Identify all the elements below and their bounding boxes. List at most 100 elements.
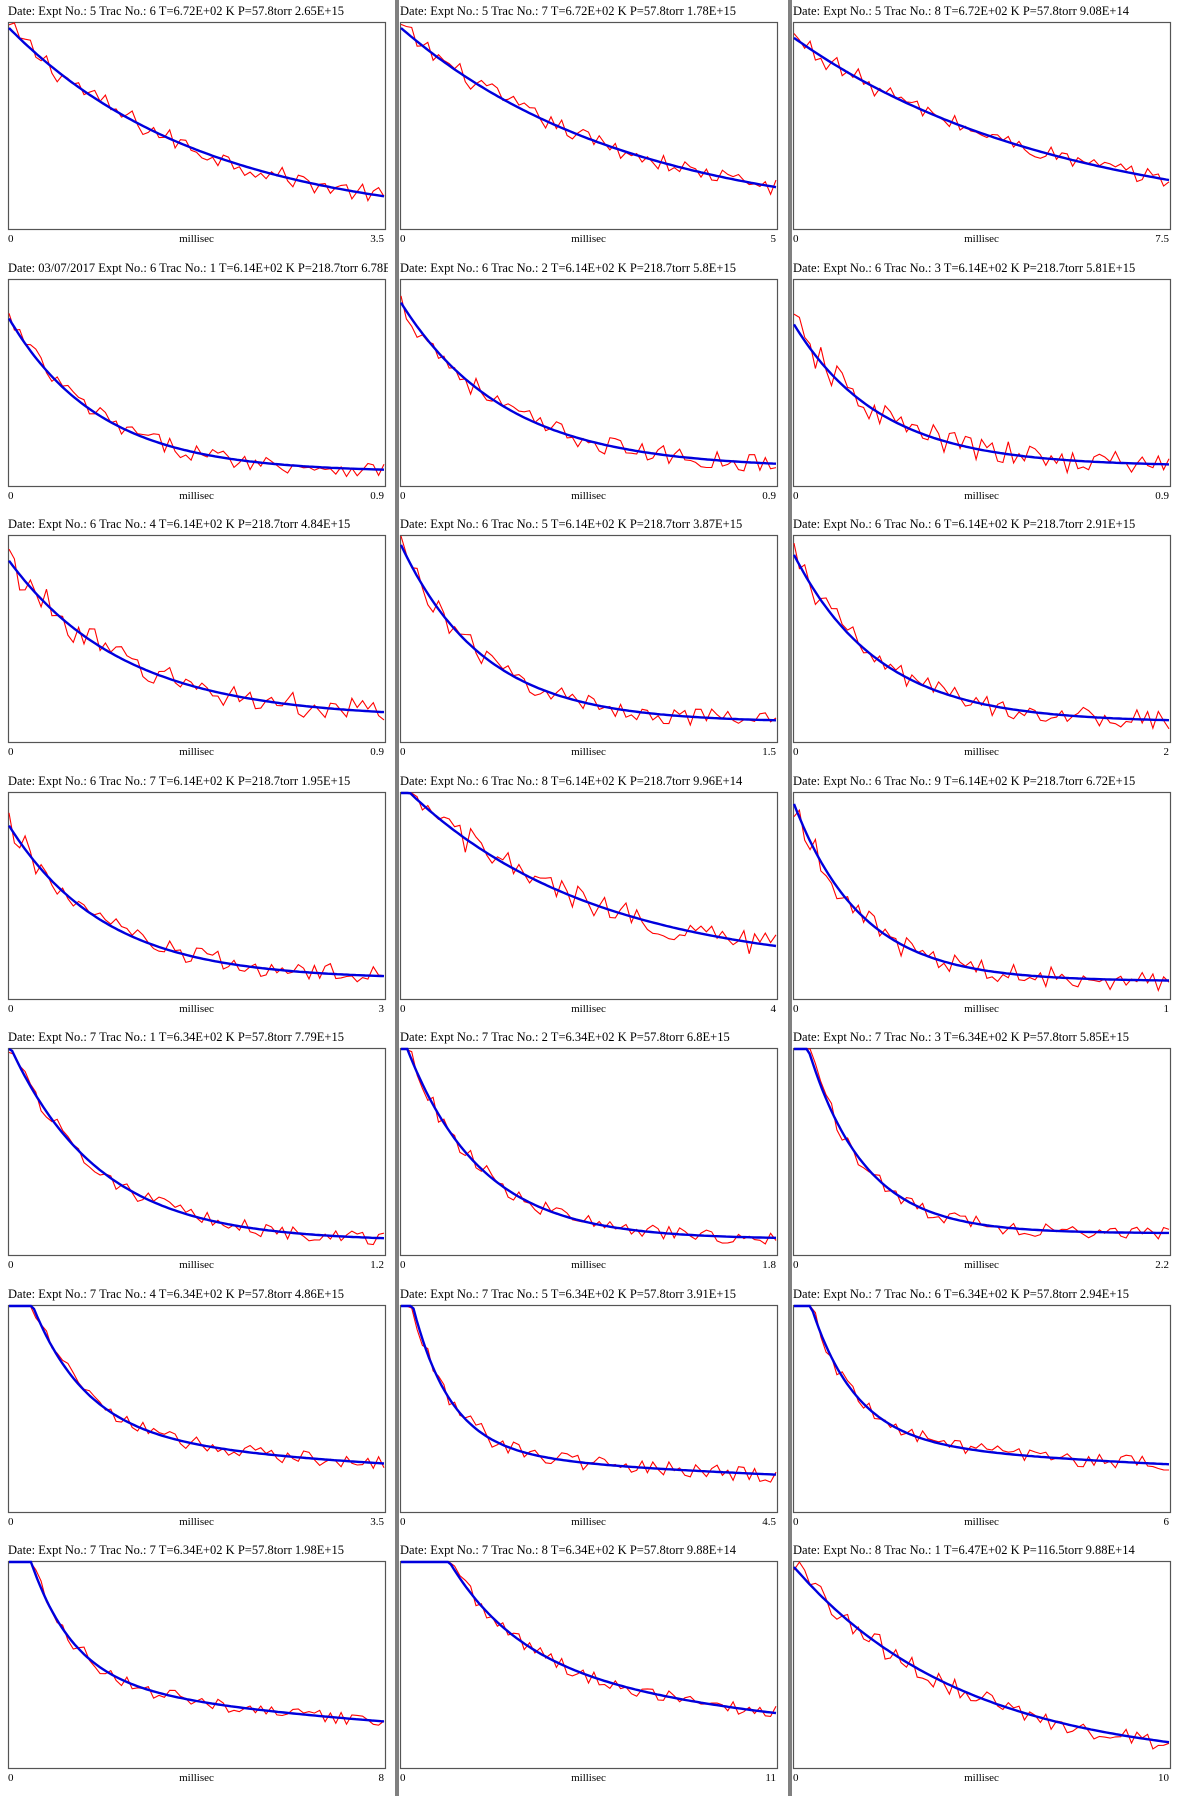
trace-title: Date: Expt No.: 5 Trac No.: 8 T=6.72E+02… [793, 4, 1129, 18]
fit-curve [792, 554, 1170, 722]
trace-chart: 0 11 millisec [399, 1560, 779, 1784]
plot-frame [399, 1047, 779, 1257]
trace-chart: 0 4.5 millisec [399, 1304, 779, 1528]
x-axis-label: millisec [964, 490, 999, 502]
x-tick-label: 0 [8, 233, 14, 245]
x-tick-label: 0 [793, 1516, 799, 1528]
trace-panel: Date: Expt No.: 6 Trac No.: 8 T=6.14E+02… [392, 770, 784, 1027]
x-tick-label: 4 [771, 1003, 777, 1015]
trace-title: Date: Expt No.: 7 Trac No.: 7 T=6.34E+02… [8, 1543, 344, 1557]
fit-curve [8, 27, 385, 198]
trace-panel: Date: Expt No.: 7 Trac No.: 3 T=6.34E+02… [785, 1026, 1177, 1283]
x-axis-label: millisec [571, 1259, 606, 1271]
trace-panel: Date: Expt No.: 5 Trac No.: 8 T=6.72E+02… [785, 0, 1177, 257]
signal-trace [8, 548, 385, 721]
x-axis-label: millisec [571, 1516, 606, 1528]
x-axis-label: millisec [964, 1259, 999, 1271]
fit-curve [8, 1047, 385, 1240]
trace-chart: 0 6 millisec [792, 1304, 1172, 1528]
x-axis-label: millisec [571, 746, 606, 758]
trace-title: Date: Expt No.: 6 Trac No.: 3 T=6.14E+02… [793, 260, 1136, 275]
plot-frame [399, 278, 779, 487]
fit-curve [792, 802, 1169, 982]
trace-title: Date: Expt No.: 7 Trac No.: 2 T=6.34E+02… [400, 1030, 730, 1044]
trace-chart: 0 1 millisec [792, 791, 1172, 1015]
x-tick-label: 0 [793, 1003, 799, 1015]
x-axis-label: millisec [964, 1516, 999, 1528]
plot-frame [7, 21, 387, 231]
trace-title: Date: Expt No.: 7 Trac No.: 3 T=6.34E+02… [793, 1030, 1129, 1044]
trace-chart: 0 4 millisec [399, 791, 779, 1015]
x-axis-label: millisec [571, 1772, 606, 1784]
trace-chart: 0 1.5 millisec [399, 534, 779, 758]
trace-panel: Date: Expt No.: 8 Trac No.: 1 T=6.47E+02… [785, 1539, 1177, 1796]
x-axis-label: millisec [964, 233, 999, 245]
x-axis-label: millisec [179, 490, 214, 502]
plot-frame [399, 534, 779, 744]
x-tick-label: 8 [379, 1772, 385, 1784]
fit-curve [7, 317, 385, 471]
trace-title: Date: Expt No.: 7 Trac No.: 8 T=6.34E+02… [400, 1543, 736, 1557]
fit-curve [793, 1566, 1170, 1744]
trace-chart: 0 2.2 millisec [792, 1047, 1172, 1271]
fit-curve [400, 27, 777, 189]
plot-frame [792, 1304, 1172, 1513]
x-tick-label: 1 [1164, 1003, 1170, 1015]
plot-frame [7, 534, 387, 744]
x-axis-label: millisec [571, 233, 606, 245]
signal-trace [793, 313, 1170, 475]
trace-chart: 0 0.9 millisec [792, 278, 1172, 502]
trace-chart: 0 10 millisec [792, 1560, 1172, 1784]
x-tick-label: 10 [1158, 1772, 1170, 1784]
fit-curve [8, 559, 385, 714]
x-tick-label: 0 [400, 1516, 406, 1528]
trace-panel: Date: Expt No.: 7 Trac No.: 4 T=6.34E+02… [0, 1283, 392, 1540]
x-tick-label: 3 [379, 1003, 385, 1015]
trace-title: Date: Expt No.: 7 Trac No.: 4 T=6.34E+02… [8, 1286, 344, 1301]
x-tick-label: 0 [400, 1003, 406, 1015]
x-axis-label: millisec [571, 490, 606, 502]
x-tick-label: 7.5 [1155, 233, 1169, 245]
x-tick-label: 0 [8, 1003, 14, 1015]
trace-chart: 0 3 millisec [7, 791, 387, 1015]
fit-curve [401, 1304, 777, 1476]
trace-title: Date: Expt No.: 5 Trac No.: 6 T=6.72E+02… [8, 4, 344, 18]
signal-trace [793, 33, 1170, 187]
plot-frame [792, 278, 1172, 487]
trace-chart: 0 5 millisec [399, 21, 779, 245]
x-tick-label: 0 [8, 1772, 14, 1784]
plot-frame [399, 1304, 779, 1513]
trace-title: Date: Expt No.: 6 Trac No.: 5 T=6.14E+02… [400, 517, 743, 531]
fit-curve [401, 791, 777, 947]
trace-panel: Date: Expt No.: 6 Trac No.: 4 T=6.14E+02… [0, 513, 392, 770]
x-tick-label: 0.9 [370, 746, 384, 758]
trace-panel: Date: Expt No.: 6 Trac No.: 6 T=6.14E+02… [785, 513, 1177, 770]
x-axis-label: millisec [179, 1259, 214, 1271]
x-tick-label: 1.8 [762, 1259, 776, 1271]
fit-curve [793, 36, 1170, 182]
x-tick-label: 0 [8, 490, 14, 502]
trace-chart: 0 1.2 millisec [7, 1047, 387, 1271]
trace-chart: 0 8 millisec [7, 1560, 387, 1784]
fit-curve [792, 323, 1170, 466]
trace-panel: Date: Expt No.: 7 Trac No.: 7 T=6.34E+02… [0, 1539, 392, 1796]
column-separator [788, 0, 792, 1796]
x-tick-label: 0 [793, 490, 799, 502]
x-tick-label: 5 [771, 233, 777, 245]
signal-trace [401, 791, 777, 954]
x-tick-label: 0 [8, 1516, 14, 1528]
plot-frame [399, 791, 779, 1000]
x-tick-label: 0 [8, 746, 14, 758]
x-tick-label: 0 [400, 1772, 406, 1784]
trace-panel: Date: Expt No.: 7 Trac No.: 5 T=6.34E+02… [392, 1283, 784, 1540]
plot-frame [7, 1560, 387, 1770]
trace-panel: Date: Expt No.: 7 Trac No.: 8 T=6.34E+02… [392, 1539, 784, 1796]
trace-panel: Date: Expt No.: 6 Trac No.: 3 T=6.14E+02… [785, 257, 1177, 514]
trace-panel: Date: Expt No.: 5 Trac No.: 7 T=6.72E+02… [392, 0, 784, 257]
trace-chart: 0 3.5 millisec [7, 1304, 387, 1528]
x-tick-label: 2 [1164, 746, 1170, 758]
x-axis-label: millisec [179, 746, 214, 758]
x-tick-label: 0.9 [370, 490, 384, 502]
trace-chart: 0 7.5 millisec [792, 21, 1172, 245]
